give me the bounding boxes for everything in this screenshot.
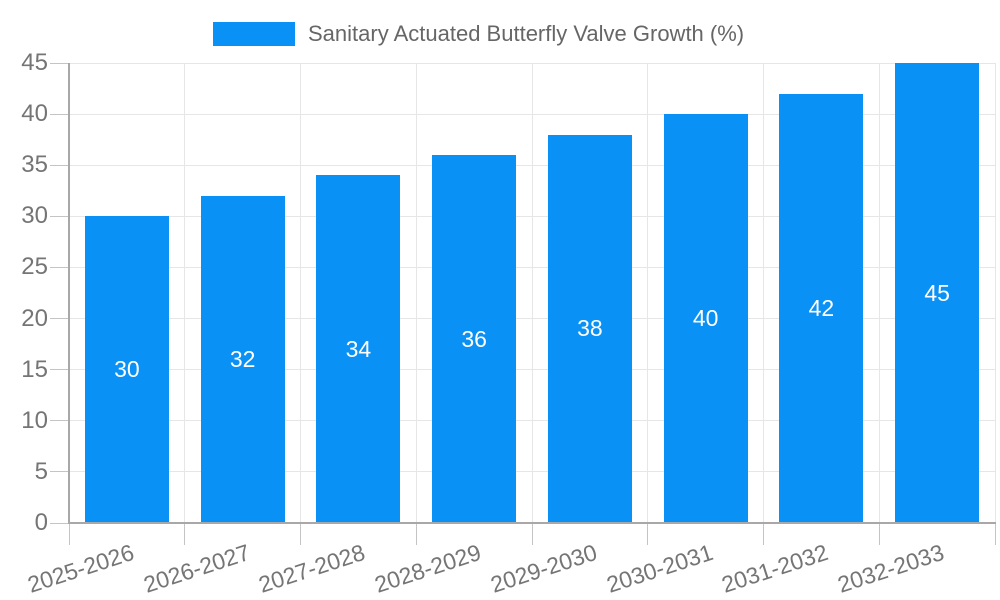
x-tick-label: 2028-2029 [371, 539, 485, 598]
y-tick-label: 5 [34, 457, 48, 485]
x-grid-line [763, 63, 764, 523]
bar-value-label: 40 [692, 305, 719, 332]
x-grid-line [531, 63, 533, 523]
y-tick-label: 35 [21, 151, 48, 179]
x-axis-line [68, 522, 996, 524]
x-tick-label: 2029-2030 [487, 539, 600, 598]
bar-value-label: 38 [577, 315, 603, 342]
bar: 38 [547, 134, 632, 523]
y-tick-label: 30 [21, 202, 48, 230]
x-tick-mark [300, 523, 301, 545]
x-tick-label: 2027-2028 [255, 539, 369, 598]
bar-value-label: 34 [345, 335, 372, 362]
y-tick-label: 25 [21, 253, 48, 281]
x-grid-line [994, 63, 996, 523]
y-tick-mark [50, 266, 69, 268]
x-grid-line [878, 63, 880, 523]
bar: 36 [432, 155, 517, 523]
y-tick-mark [50, 318, 69, 320]
bar: 42 [779, 93, 864, 523]
y-tick-label: 0 [34, 509, 48, 536]
bar-value-label: 36 [461, 325, 487, 352]
bar: 34 [316, 175, 401, 523]
x-tick-mark [531, 523, 533, 545]
chart-legend: Sanitary Actuated Butterfly Valve Growth… [213, 21, 744, 47]
x-tick-mark [994, 523, 996, 545]
x-tick-label: 2025-2026 [24, 539, 137, 598]
x-grid-line [300, 63, 301, 523]
x-tick-mark [415, 523, 417, 545]
x-grid-line [184, 63, 186, 523]
y-tick-mark [50, 113, 69, 115]
y-tick-mark [50, 471, 69, 473]
bar-value-label: 32 [229, 345, 256, 372]
x-tick-label: 2026-2027 [140, 539, 253, 598]
y-tick-label: 10 [21, 406, 48, 434]
x-tick-mark [68, 523, 70, 545]
x-tick-mark [184, 523, 186, 545]
x-tick-label: 2032-2033 [834, 539, 948, 598]
x-tick-label: 2030-2031 [603, 539, 716, 598]
bar: 45 [895, 63, 980, 523]
y-tick-mark [50, 62, 69, 64]
y-tick-mark [50, 420, 69, 422]
y-tick-mark [50, 522, 69, 524]
legend-label: Sanitary Actuated Butterfly Valve Growth… [308, 21, 745, 46]
x-tick-mark [878, 523, 880, 545]
bar: 32 [200, 195, 285, 523]
bar: 30 [84, 216, 169, 523]
x-grid-line [415, 63, 417, 523]
y-tick-label: 20 [21, 304, 48, 332]
y-tick-label: 15 [21, 355, 48, 383]
bar-value-label: 45 [924, 279, 950, 306]
x-grid-line [647, 63, 649, 523]
y-tick-mark [50, 369, 69, 371]
legend-swatch [213, 22, 295, 46]
y-tick-mark [50, 215, 69, 217]
y-tick-label: 40 [21, 100, 48, 128]
bar-value-label: 42 [808, 294, 835, 321]
y-tick-label: 45 [21, 49, 48, 76]
x-tick-mark [763, 523, 764, 545]
x-tick-label: 2031-2032 [718, 539, 832, 598]
bar: 40 [663, 114, 748, 523]
x-tick-mark [647, 523, 649, 545]
bar-value-label: 30 [114, 356, 140, 383]
y-axis-line [68, 63, 70, 523]
y-tick-mark [50, 164, 69, 166]
